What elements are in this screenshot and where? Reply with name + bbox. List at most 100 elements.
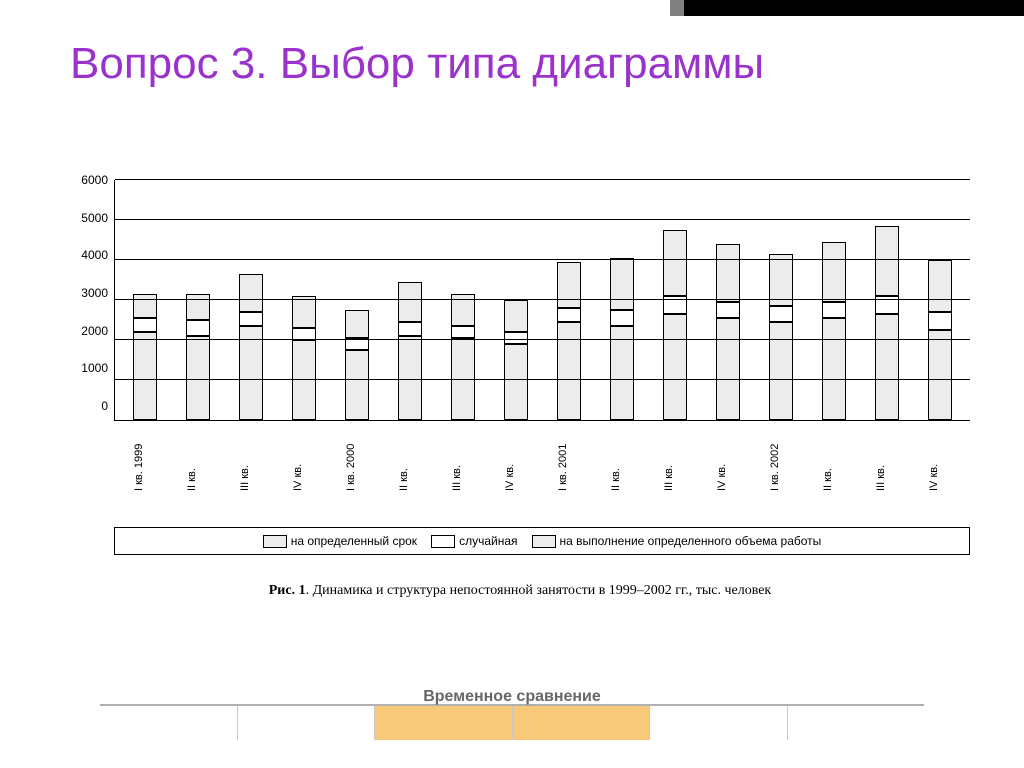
- bar-column: [928, 260, 952, 420]
- bar-segment: [186, 336, 210, 420]
- y-axis: 6000500040003000200010000: [70, 173, 114, 413]
- y-tick-label: 4000: [70, 248, 108, 262]
- bar-segment: [610, 258, 634, 310]
- plot-area: [114, 180, 970, 421]
- legend-swatch: [431, 535, 455, 548]
- bar-segment: [239, 274, 263, 312]
- y-tick-label: 3000: [70, 286, 108, 300]
- gridline: [115, 379, 970, 380]
- bar-column: [557, 262, 581, 420]
- caption-bold: Рис. 1: [269, 583, 306, 598]
- bar-segment: [345, 350, 369, 420]
- bar-column: [504, 300, 528, 420]
- y-tick-label: 0: [70, 399, 108, 413]
- bar-segment: [663, 230, 687, 296]
- footer-label: Временное сравнение: [100, 688, 924, 706]
- legend-item: на определенный срок: [263, 534, 417, 548]
- legend-label: на выполнение определенного объема работ…: [560, 534, 822, 548]
- bar-segment: [875, 314, 899, 420]
- x-tick-label: I кв. 2002: [769, 421, 793, 497]
- bar-segment: [716, 318, 740, 420]
- bar-segment: [398, 336, 422, 420]
- footer-cell: [375, 706, 513, 740]
- bar-segment: [822, 242, 846, 302]
- gridline: [115, 219, 970, 220]
- bar-segment: [451, 326, 475, 338]
- bar-segment: [398, 282, 422, 322]
- footer-cell: [650, 706, 788, 740]
- legend-item: на выполнение определенного объема работ…: [532, 534, 822, 548]
- footer-cell: [788, 706, 925, 740]
- x-tick-label: II кв.: [186, 421, 210, 497]
- bar-segment: [292, 340, 316, 420]
- gridline: [115, 339, 970, 340]
- legend-item: случайная: [431, 534, 517, 548]
- bar-segment: [133, 318, 157, 332]
- bar-segment: [504, 300, 528, 332]
- bar-segment: [239, 312, 263, 326]
- bar-segment: [822, 302, 846, 318]
- bar-column: [239, 274, 263, 420]
- x-tick-label: I кв. 2001: [557, 421, 581, 497]
- bar-segment: [557, 322, 581, 420]
- gridline: [115, 259, 970, 260]
- x-tick-label: IV кв.: [292, 421, 316, 497]
- footer-cell: [100, 706, 238, 740]
- bar-segment: [186, 294, 210, 320]
- y-tick-label: 1000: [70, 361, 108, 375]
- top-decor-bars: [670, 0, 1024, 16]
- x-tick-label: II кв.: [822, 421, 846, 497]
- legend-swatch: [263, 535, 287, 548]
- bar-segment: [292, 296, 316, 328]
- bar-segment: [610, 326, 634, 420]
- bar-segment: [239, 326, 263, 420]
- x-tick-label: III кв.: [875, 421, 899, 497]
- x-tick-label: III кв.: [663, 421, 687, 497]
- bar-column: [769, 254, 793, 420]
- x-tick-label: I кв. 2000: [345, 421, 369, 497]
- bar-segment: [663, 314, 687, 420]
- bar-segment: [610, 310, 634, 326]
- bar-column: [451, 294, 475, 420]
- bar-segment: [769, 322, 793, 420]
- bar-segment: [769, 306, 793, 322]
- x-axis: I кв. 1999 II кв. III кв. IV кв. I кв. 2000 I…: [114, 421, 970, 497]
- bar-column: [398, 282, 422, 420]
- bar-segment: [875, 226, 899, 296]
- slide-title: Вопрос 3. Выбор типа диаграммы: [70, 36, 764, 91]
- footer-cell: [513, 706, 651, 740]
- bar-segment: [398, 322, 422, 336]
- bar-segment: [133, 294, 157, 318]
- bar-segment: [557, 262, 581, 308]
- bar-column: [186, 294, 210, 420]
- x-tick-label: I кв. 1999: [133, 421, 157, 497]
- footer-cell: [238, 706, 376, 740]
- y-tick-label: 6000: [70, 173, 108, 187]
- footer-band: Временное сравнение: [100, 704, 924, 740]
- x-tick-label: III кв.: [451, 421, 475, 497]
- x-tick-label: II кв.: [610, 421, 634, 497]
- bar-segment: [716, 302, 740, 318]
- y-tick-label: 2000: [70, 324, 108, 338]
- bar-segment: [133, 332, 157, 420]
- bar-segment: [504, 332, 528, 344]
- bar-segment: [186, 320, 210, 336]
- bar-segment: [928, 260, 952, 312]
- bar-segment: [716, 244, 740, 302]
- x-tick-label: III кв.: [239, 421, 263, 497]
- bar-segment: [822, 318, 846, 420]
- legend: на определенный срок случайная на выполнен…: [114, 527, 970, 555]
- bar-column: [345, 310, 369, 420]
- bar-column: [822, 242, 846, 420]
- legend-swatch: [532, 535, 556, 548]
- bar-segment: [345, 310, 369, 338]
- bars-container: [115, 180, 970, 420]
- bar-segment: [504, 344, 528, 420]
- bar-segment: [928, 312, 952, 330]
- chart-figure: 6000500040003000200010000 I кв. 1999II к…: [70, 180, 970, 599]
- bar-column: [292, 296, 316, 420]
- gridline: [115, 179, 970, 180]
- legend-label: на определенный срок: [291, 534, 417, 548]
- bar-column: [716, 244, 740, 420]
- legend-label: случайная: [459, 534, 517, 548]
